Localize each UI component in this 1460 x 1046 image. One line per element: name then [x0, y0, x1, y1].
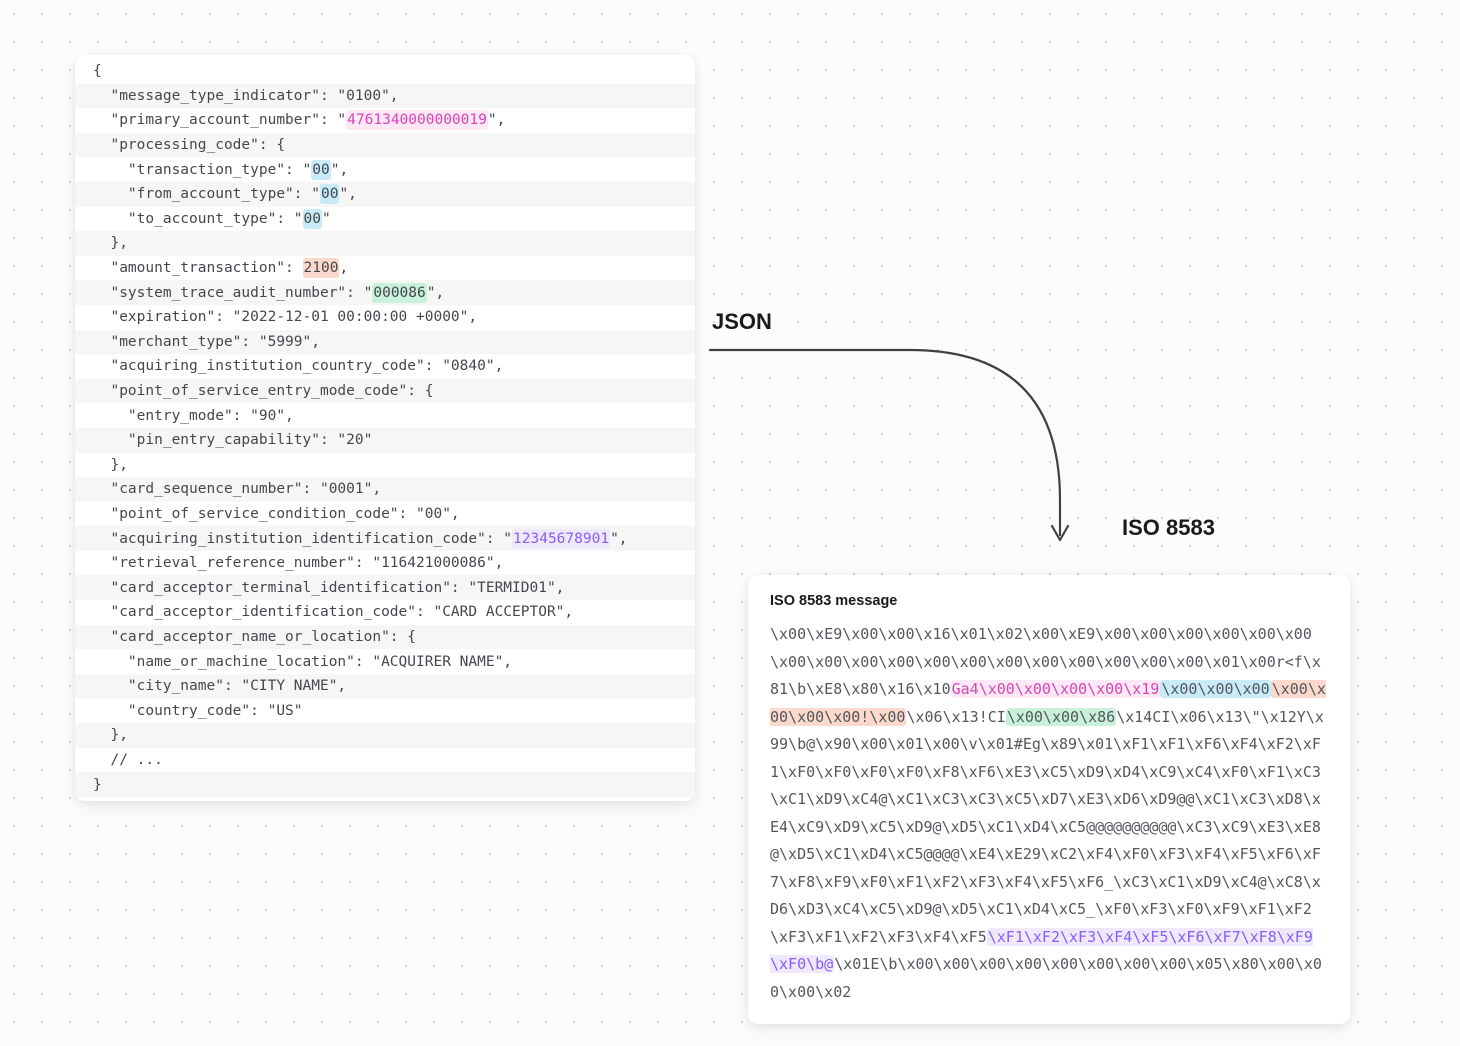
iso-message-body: \x00\xE9\x00\x00\x16\x01\x02\x00\xE9\x00…	[748, 621, 1350, 1006]
code-line: "name_or_machine_location": "ACQUIRER NA…	[75, 649, 695, 674]
conversion-arrow-icon	[710, 340, 1090, 560]
code-line: "retrieval_reference_number": "116421000…	[75, 551, 695, 576]
code-line: "to_account_type": "00"	[75, 207, 695, 232]
json-label: JSON	[712, 309, 772, 335]
code-line: "card_acceptor_name_or_location": {	[75, 625, 695, 650]
code-line: "card_acceptor_identification_code": "CA…	[75, 600, 695, 625]
code-line: "system_trace_audit_number": "000086",	[75, 280, 695, 305]
iso-label: ISO 8583	[1122, 515, 1215, 541]
code-line: "merchant_type": "5999",	[75, 330, 695, 355]
iso-panel-title: ISO 8583 message	[748, 593, 1350, 621]
code-line: "card_acceptor_terminal_identification":…	[75, 575, 695, 600]
code-line: "entry_mode": "90",	[75, 403, 695, 428]
code-line: "from_account_type": "00",	[75, 182, 695, 207]
code-line: "pin_entry_capability": "20"	[75, 428, 695, 453]
code-line: },	[75, 723, 695, 748]
code-line: // ...	[75, 748, 695, 773]
code-line: },	[75, 453, 695, 478]
iso-message-panel: ISO 8583 message \x00\xE9\x00\x00\x16\x0…	[748, 575, 1350, 1024]
code-line: "point_of_service_condition_code": "00",	[75, 502, 695, 527]
code-line: "acquiring_institution_identification_co…	[75, 526, 695, 551]
code-line: "message_type_indicator": "0100",	[75, 84, 695, 109]
code-line: "transaction_type": "00",	[75, 157, 695, 182]
code-line: "expiration": "2022-12-01 00:00:00 +0000…	[75, 305, 695, 330]
code-line: "point_of_service_entry_mode_code": {	[75, 379, 695, 404]
code-line: "amount_transaction": 2100,	[75, 256, 695, 281]
code-line: "primary_account_number": "4761340000000…	[75, 108, 695, 133]
code-line: "processing_code": {	[75, 133, 695, 158]
code-line: },	[75, 231, 695, 256]
code-line: }	[75, 772, 695, 797]
code-line: {	[75, 59, 695, 84]
code-line: "city_name": "CITY NAME",	[75, 674, 695, 699]
code-line: "card_sequence_number": "0001",	[75, 477, 695, 502]
code-line: "country_code": "US"	[75, 698, 695, 723]
json-code-panel: { "message_type_indicator": "0100", "pri…	[75, 55, 695, 801]
code-line: "acquiring_institution_country_code": "0…	[75, 354, 695, 379]
